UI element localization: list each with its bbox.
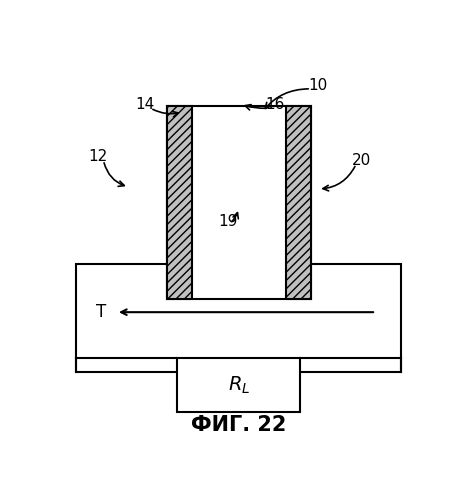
Text: 20: 20 bbox=[352, 152, 371, 168]
Bar bbox=[76, 264, 401, 372]
Bar bbox=[167, 106, 311, 298]
Text: ФИГ. 22: ФИГ. 22 bbox=[191, 416, 287, 436]
Text: 16: 16 bbox=[265, 97, 285, 112]
Text: 10: 10 bbox=[308, 78, 328, 92]
Bar bbox=[178, 358, 300, 412]
Text: 14: 14 bbox=[135, 97, 155, 112]
Text: $R_L$: $R_L$ bbox=[228, 374, 250, 396]
Text: T: T bbox=[96, 303, 107, 321]
Text: 19: 19 bbox=[218, 214, 238, 229]
Bar bbox=[167, 106, 192, 298]
Text: 12: 12 bbox=[89, 149, 108, 164]
Bar bbox=[286, 106, 311, 298]
